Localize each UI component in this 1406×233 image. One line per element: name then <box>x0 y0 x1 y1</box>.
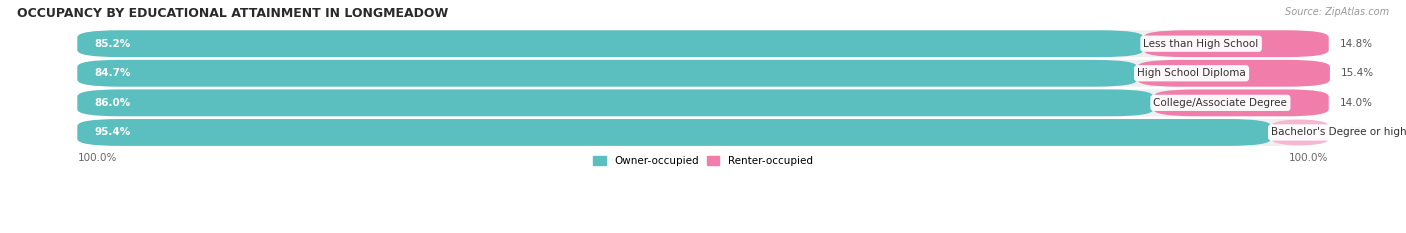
Text: 84.7%: 84.7% <box>94 68 131 78</box>
Text: Bachelor's Degree or higher: Bachelor's Degree or higher <box>1271 127 1406 137</box>
Legend: Owner-occupied, Renter-occupied: Owner-occupied, Renter-occupied <box>593 156 813 166</box>
Text: 4.6%: 4.6% <box>1340 127 1367 137</box>
Text: OCCUPANCY BY EDUCATIONAL ATTAINMENT IN LONGMEADOW: OCCUPANCY BY EDUCATIONAL ATTAINMENT IN L… <box>17 7 449 20</box>
FancyBboxPatch shape <box>1153 89 1329 116</box>
FancyBboxPatch shape <box>77 60 1137 87</box>
FancyBboxPatch shape <box>77 30 1143 57</box>
FancyBboxPatch shape <box>77 89 1329 116</box>
Text: High School Diploma: High School Diploma <box>1137 68 1246 78</box>
FancyBboxPatch shape <box>77 30 1329 57</box>
FancyBboxPatch shape <box>1271 119 1329 146</box>
FancyBboxPatch shape <box>77 60 1329 87</box>
Text: 14.8%: 14.8% <box>1340 39 1374 49</box>
FancyBboxPatch shape <box>77 119 1329 146</box>
Text: Less than High School: Less than High School <box>1143 39 1258 49</box>
Text: 100.0%: 100.0% <box>1289 153 1329 162</box>
Text: 85.2%: 85.2% <box>94 39 131 49</box>
Text: 15.4%: 15.4% <box>1341 68 1374 78</box>
Text: 86.0%: 86.0% <box>94 98 131 108</box>
Text: 14.0%: 14.0% <box>1340 98 1372 108</box>
FancyBboxPatch shape <box>1143 30 1329 57</box>
FancyBboxPatch shape <box>1137 60 1330 87</box>
Text: 95.4%: 95.4% <box>94 127 131 137</box>
FancyBboxPatch shape <box>77 119 1271 146</box>
FancyBboxPatch shape <box>77 89 1153 116</box>
Text: Source: ZipAtlas.com: Source: ZipAtlas.com <box>1285 7 1389 17</box>
Text: College/Associate Degree: College/Associate Degree <box>1153 98 1288 108</box>
Text: 100.0%: 100.0% <box>77 153 117 162</box>
